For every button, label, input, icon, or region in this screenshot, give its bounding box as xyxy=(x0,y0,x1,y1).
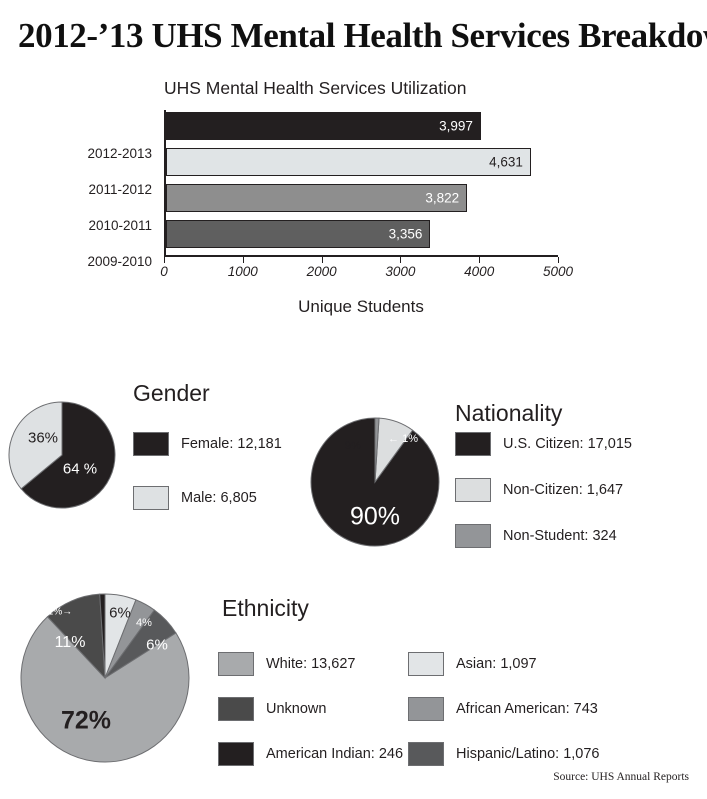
pie-slice xyxy=(20,616,190,763)
bar-category-label: 2012-2013 xyxy=(87,146,152,161)
ethnicity-pie-svg xyxy=(20,593,190,763)
nationality-pie: 90% 9% ← 1% xyxy=(310,417,440,547)
gender-pie: 64 % 36% xyxy=(8,401,116,509)
legend-color-swatch xyxy=(218,652,254,676)
legend-label: White: 13,627 xyxy=(266,656,356,672)
bar-category-label: 2011-2012 xyxy=(88,182,152,197)
ethnicity-legend-left-item: White: 13,627 xyxy=(218,652,355,676)
bar-row: 3,356 xyxy=(166,220,431,248)
legend-label: Hispanic/Latino: 1,076 xyxy=(456,746,600,762)
bar-row: 4,631 xyxy=(166,148,531,176)
nationality-legend-item: Non-Student: 324 xyxy=(455,524,617,548)
bar-value-label: 3,356 xyxy=(388,226,423,242)
utilization-bar-chart: UHS Mental Health Services Utilization 3… xyxy=(0,72,707,337)
bar-chart-tick-label: 1000 xyxy=(227,264,258,279)
legend-label: Female: 12,181 xyxy=(181,436,282,452)
legend-color-swatch xyxy=(455,432,491,456)
source-note: Source: UHS Annual Reports xyxy=(553,771,689,783)
pie-slice xyxy=(374,417,380,483)
ethnicity-legend-right-item: Asian: 1,097 xyxy=(408,652,537,676)
bar-rect xyxy=(166,184,468,212)
bar-rect xyxy=(166,148,531,176)
page-title: 2012-’13 UHS Mental Health Services Brea… xyxy=(18,16,707,55)
legend-color-swatch xyxy=(133,432,169,456)
legend-color-swatch xyxy=(408,742,444,766)
legend-color-swatch xyxy=(455,478,491,502)
legend-label: American Indian: 246 xyxy=(266,746,404,762)
bar-category-label: 2010-2011 xyxy=(88,218,152,233)
legend-label: Unknown xyxy=(266,701,327,717)
legend-label: Male: 6,805 xyxy=(181,490,257,506)
legend-color-swatch xyxy=(408,697,444,721)
bar-value-label: 3,822 xyxy=(425,190,460,206)
nationality-legend-item: Non-Citizen: 1,647 xyxy=(455,478,623,502)
bar-row: 3,997 xyxy=(166,112,481,140)
legend-label: Non-Citizen: 1,647 xyxy=(503,482,624,498)
pie-slice xyxy=(310,417,440,547)
ethnicity-chart-title: Ethnicity xyxy=(222,595,309,621)
bar-chart-tick-mark xyxy=(400,257,402,263)
bar-value-label: 4,631 xyxy=(489,154,523,170)
ethnicity-legend-left-item: American Indian: 246 xyxy=(218,742,403,766)
ethnicity-legend-right-item: African American: 743 xyxy=(408,697,598,721)
legend-label: African American: 743 xyxy=(456,701,598,717)
gender-pie-svg xyxy=(8,401,116,509)
bar-chart-tick-mark xyxy=(321,257,323,263)
nationality-pie-svg xyxy=(310,417,440,547)
legend-color-swatch xyxy=(455,524,491,548)
legend-label: Non-Student: 324 xyxy=(503,528,617,544)
gender-chart-title: Gender xyxy=(133,380,210,406)
legend-label: Asian: 1,097 xyxy=(456,656,537,672)
bar-chart-tick-label: 3000 xyxy=(385,264,416,279)
pie-slice xyxy=(20,401,116,509)
nationality-legend-item: U.S. Citizen: 17,015 xyxy=(455,432,632,456)
ethnicity-legend-left-item: Unknown xyxy=(218,697,326,721)
nationality-chart-title: Nationality xyxy=(455,400,563,426)
bar-chart-tick-label: 4000 xyxy=(464,264,495,279)
legend-color-swatch xyxy=(133,486,169,510)
legend-label: U.S. Citizen: 17,015 xyxy=(503,436,632,452)
pie-slice xyxy=(8,401,63,490)
bar-chart-tick-label: 5000 xyxy=(542,264,574,279)
bar-chart-tick-mark xyxy=(558,257,559,263)
ethnicity-pie: 6% 4% 6% 72% 11% 1%→ xyxy=(20,593,190,763)
pie-slice xyxy=(99,593,106,679)
bar-chart-tick-label: 2000 xyxy=(306,264,337,279)
gender-legend-item: Female: 12,181 xyxy=(133,432,282,456)
bar-chart-title: UHS Mental Health Services Utilization xyxy=(164,78,467,98)
ethnicity-legend-right-item: Hispanic/Latino: 1,076 xyxy=(408,742,600,766)
legend-color-swatch xyxy=(218,742,254,766)
bar-chart-y-axis xyxy=(164,110,166,257)
bar-chart-tick-mark xyxy=(479,257,481,263)
bar-chart-tick-mark xyxy=(164,257,165,263)
bar-rect xyxy=(166,220,431,248)
gender-legend-item: Male: 6,805 xyxy=(133,486,257,510)
legend-color-swatch xyxy=(408,652,444,676)
bar-rect xyxy=(166,112,481,140)
legend-color-swatch xyxy=(218,697,254,721)
bar-chart-tick-mark xyxy=(242,257,244,263)
bar-plot-area: 3,997 4,631 3,822 3,356 0 1000 2000 3000 4000 50… xyxy=(160,110,573,279)
bar-chart-tick-label: 0 xyxy=(160,264,168,279)
bar-chart-x-axis xyxy=(164,255,558,257)
bar-category-label: 2009-2010 xyxy=(87,254,152,269)
bar-row: 3,822 xyxy=(166,184,468,212)
bar-chart-x-axis-title: Unique Students xyxy=(298,297,424,316)
bar-value-label: 3,997 xyxy=(439,118,473,134)
